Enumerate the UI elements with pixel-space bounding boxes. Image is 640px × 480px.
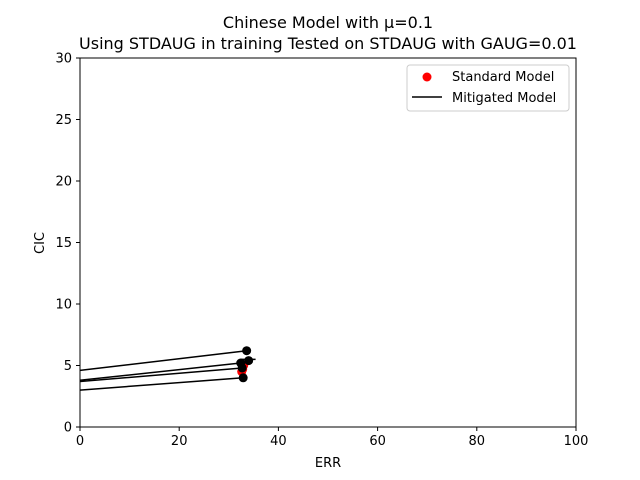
- y-axis-ticks: 0 5 10 15 20 25 30: [55, 52, 80, 436]
- x-axis-ticks: 0 20 40 60 80 100: [76, 427, 589, 449]
- mitigated-model-point: [242, 346, 252, 356]
- y-tick-label: 0: [64, 421, 72, 436]
- y-tick-label: 10: [55, 298, 72, 313]
- x-tick-label: 40: [270, 434, 287, 449]
- legend-standard-label: Standard Model: [452, 70, 554, 85]
- y-tick-label: 15: [55, 236, 72, 251]
- legend-box: [406, 64, 570, 112]
- x-tick-label: 100: [564, 434, 589, 449]
- legend-mitigated-label: Mitigated Model: [452, 91, 556, 106]
- mitigated-model-point: [237, 363, 247, 373]
- chart-title: Chinese Model with μ=0.1: [223, 13, 433, 32]
- x-tick-label: 60: [369, 434, 386, 449]
- y-tick-label: 5: [64, 359, 72, 374]
- y-tick-label: 20: [55, 175, 72, 190]
- mitigated-model-line: [79, 377, 244, 391]
- legend: Standard Model Mitigated Model: [406, 64, 570, 112]
- mitigated-model-point: [238, 373, 248, 383]
- chart-subtitle: Using STDAUG in training Tested on STDAU…: [79, 34, 577, 53]
- x-tick-label: 0: [76, 434, 84, 449]
- mitigated-model-line: [79, 362, 241, 382]
- plot-marks: [79, 346, 256, 391]
- x-tick-label: 80: [469, 434, 486, 449]
- x-axis-label: ERR: [315, 456, 341, 471]
- x-tick-label: 20: [171, 434, 188, 449]
- mitigated-model-line: [79, 367, 243, 383]
- mitigated-model-line: [79, 349, 247, 372]
- legend-standard-marker: [422, 72, 432, 82]
- y-axis-label: CIC: [33, 232, 48, 254]
- y-tick-label: 25: [55, 113, 72, 128]
- y-tick-label: 30: [55, 52, 72, 67]
- mitigated-model-point: [244, 356, 254, 366]
